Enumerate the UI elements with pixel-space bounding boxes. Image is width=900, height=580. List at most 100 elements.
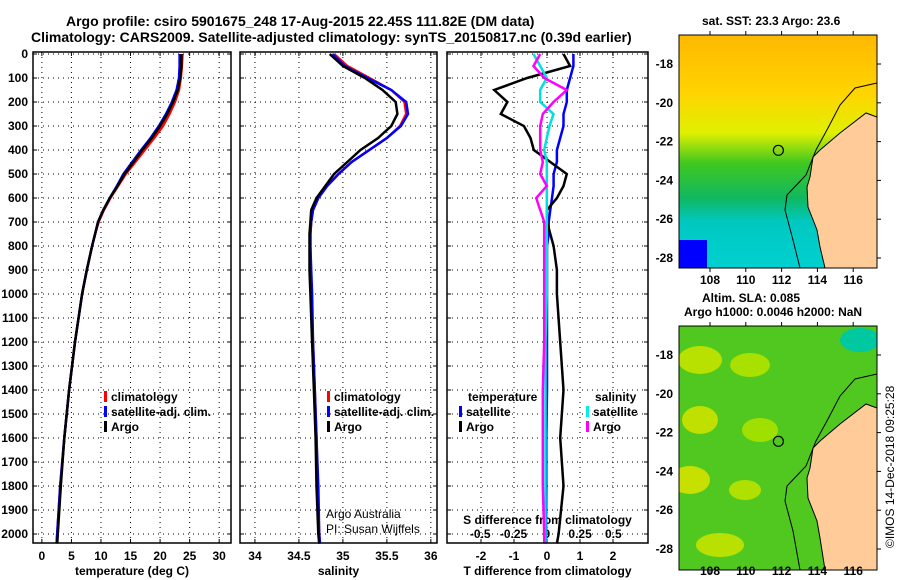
sla-map-frame	[678, 325, 878, 571]
series-line-climatology	[55, 53, 184, 544]
x-tick-label: 1	[577, 549, 584, 563]
depth-tick-label: 900	[8, 263, 28, 277]
series-line-satellite-adj-clim-	[309, 53, 410, 544]
x-axis-label: temperature (deg C)	[75, 564, 189, 578]
timestamp-stamp: ©IMOS 14-Dec-2018 09:25:28	[883, 385, 897, 548]
x-tick-label: 0	[39, 549, 46, 563]
depth-tick-label: 1400	[1, 383, 28, 397]
legend-item: satellite	[586, 405, 638, 420]
x-axis-label: T difference from climatology	[463, 564, 631, 578]
lon-tick-label: 112	[772, 564, 792, 578]
legend-item: Argo	[327, 420, 434, 435]
legend-label: climatology	[111, 390, 178, 404]
difference-legend-temperature: temperature satellite Argo	[459, 390, 537, 435]
legend-item: satellite-adj. clim.	[104, 405, 211, 420]
lat-tick-label: -24	[656, 464, 674, 478]
lon-tick-label: 112	[772, 273, 792, 287]
lon-tick-label: 110	[736, 273, 756, 287]
sst-map-frame	[678, 34, 878, 269]
x2-tick-label: 0.25	[568, 527, 592, 541]
lon-tick-label: 116	[844, 564, 864, 578]
legend-label: satellite-adj. clim.	[111, 405, 212, 419]
lat-tick-label: -22	[656, 135, 674, 149]
x-tick-label: 35.5	[375, 549, 399, 563]
legend-label: Argo	[593, 420, 621, 434]
series-line-salinity-satellite	[532, 53, 555, 544]
depth-tick-label: 1900	[1, 503, 28, 517]
temperature-legend: climatology satellite-adj. clim. Argo	[104, 390, 211, 435]
x-tick-label: 5	[68, 549, 75, 563]
depth-tick-label: 1800	[1, 479, 28, 493]
lat-tick-label: -20	[656, 387, 674, 401]
depth-tick-label: 1700	[1, 455, 28, 469]
x-tick-label: 30	[212, 549, 226, 563]
figure-title-line2: Climatology: CARS2009. Satellite-adjuste…	[31, 29, 632, 45]
series-line-temperature-argo	[491, 53, 572, 544]
series-line-climatology	[309, 53, 408, 544]
x2-axis-label: S difference from climatology	[463, 513, 632, 527]
profile-panel-3: -2 -1 0 1 2-0.5 -0.25 0 0.25 0.5S difference fro…	[446, 51, 649, 578]
legend-label: Argo	[111, 420, 139, 434]
sst-cold-patch	[679, 240, 707, 268]
lon-tick-label: 114	[808, 564, 828, 578]
x-tick-label: 10	[94, 549, 108, 563]
legend-item: climatology	[104, 390, 211, 405]
depth-tick-label: 500	[8, 167, 28, 181]
legend-label: satellite	[466, 405, 511, 419]
sst-map	[679, 35, 877, 268]
lat-tick-label: -18	[656, 348, 674, 362]
legend-label: Argo	[334, 420, 362, 434]
profile-panel-1: 0100200300400500600700800900100011001200…	[1, 47, 232, 578]
sla-map	[679, 326, 877, 570]
depth-tick-label: 1300	[1, 359, 28, 373]
land-australia	[806, 112, 877, 268]
legend-item: climatology	[327, 390, 434, 405]
series-line-argo	[55, 54, 183, 544]
lat-tick-label: -26	[656, 503, 674, 517]
depth-tick-label: 300	[8, 119, 28, 133]
panel-frame	[239, 51, 438, 544]
legend-item: Argo	[586, 420, 638, 435]
series-line-temperature-satellite	[544, 54, 575, 544]
x2-tick-label: -0.25	[500, 527, 528, 541]
depth-tick-label: 700	[8, 215, 28, 229]
x-tick-label: 0	[544, 549, 551, 563]
depth-tick-label: 100	[8, 71, 28, 85]
x2-tick-label: 0.5	[605, 527, 622, 541]
series-line-argo	[308, 53, 399, 544]
depth-tick-label: 200	[8, 95, 28, 109]
sst-map-title: sat. SST: 23.3 Argo: 23.6	[702, 14, 841, 28]
shelf-contour	[784, 373, 877, 570]
series-line-salinity-argo	[531, 53, 569, 544]
legend-label: climatology	[334, 390, 401, 404]
legend-item: satellite	[459, 405, 537, 420]
x-tick-label: 34	[248, 549, 262, 563]
legend-label: satellite-adj. clim.	[334, 405, 435, 419]
depth-tick-label: 0	[21, 47, 28, 61]
lat-tick-label: -26	[656, 212, 674, 226]
lon-tick-label: 114	[808, 273, 828, 287]
lat-tick-label: -24	[656, 173, 674, 187]
credit-line2: PI: Susan Wijffels	[326, 522, 420, 536]
x-tick-label: 2	[610, 549, 617, 563]
profile-panel-2: 34 34.5 35 35.5 36 salinity	[239, 51, 438, 578]
depth-tick-label: 1600	[1, 431, 28, 445]
legend-label: satellite	[593, 405, 638, 419]
x-tick-label: 36	[424, 549, 438, 563]
lon-tick-label: 108	[700, 564, 720, 578]
salinity-legend: climatology satellite-adj. clim. Argo	[327, 390, 434, 435]
x-tick-label: 20	[153, 549, 167, 563]
credit-line1: Argo Australia	[326, 507, 401, 521]
depth-tick-label: 600	[8, 191, 28, 205]
legend-item: Argo	[104, 420, 211, 435]
depth-tick-label: 1000	[1, 287, 28, 301]
land-australia	[806, 403, 877, 570]
argo-position-marker	[772, 144, 784, 156]
depth-tick-label: 800	[8, 239, 28, 253]
x2-tick-label: -0.5	[470, 527, 491, 541]
legend-item: satellite-adj. clim.	[327, 405, 434, 420]
shelf-contour	[784, 82, 877, 268]
sla-map-title-line1: Altim. SLA: 0.085	[702, 291, 801, 305]
legend-item: Argo	[459, 420, 537, 435]
